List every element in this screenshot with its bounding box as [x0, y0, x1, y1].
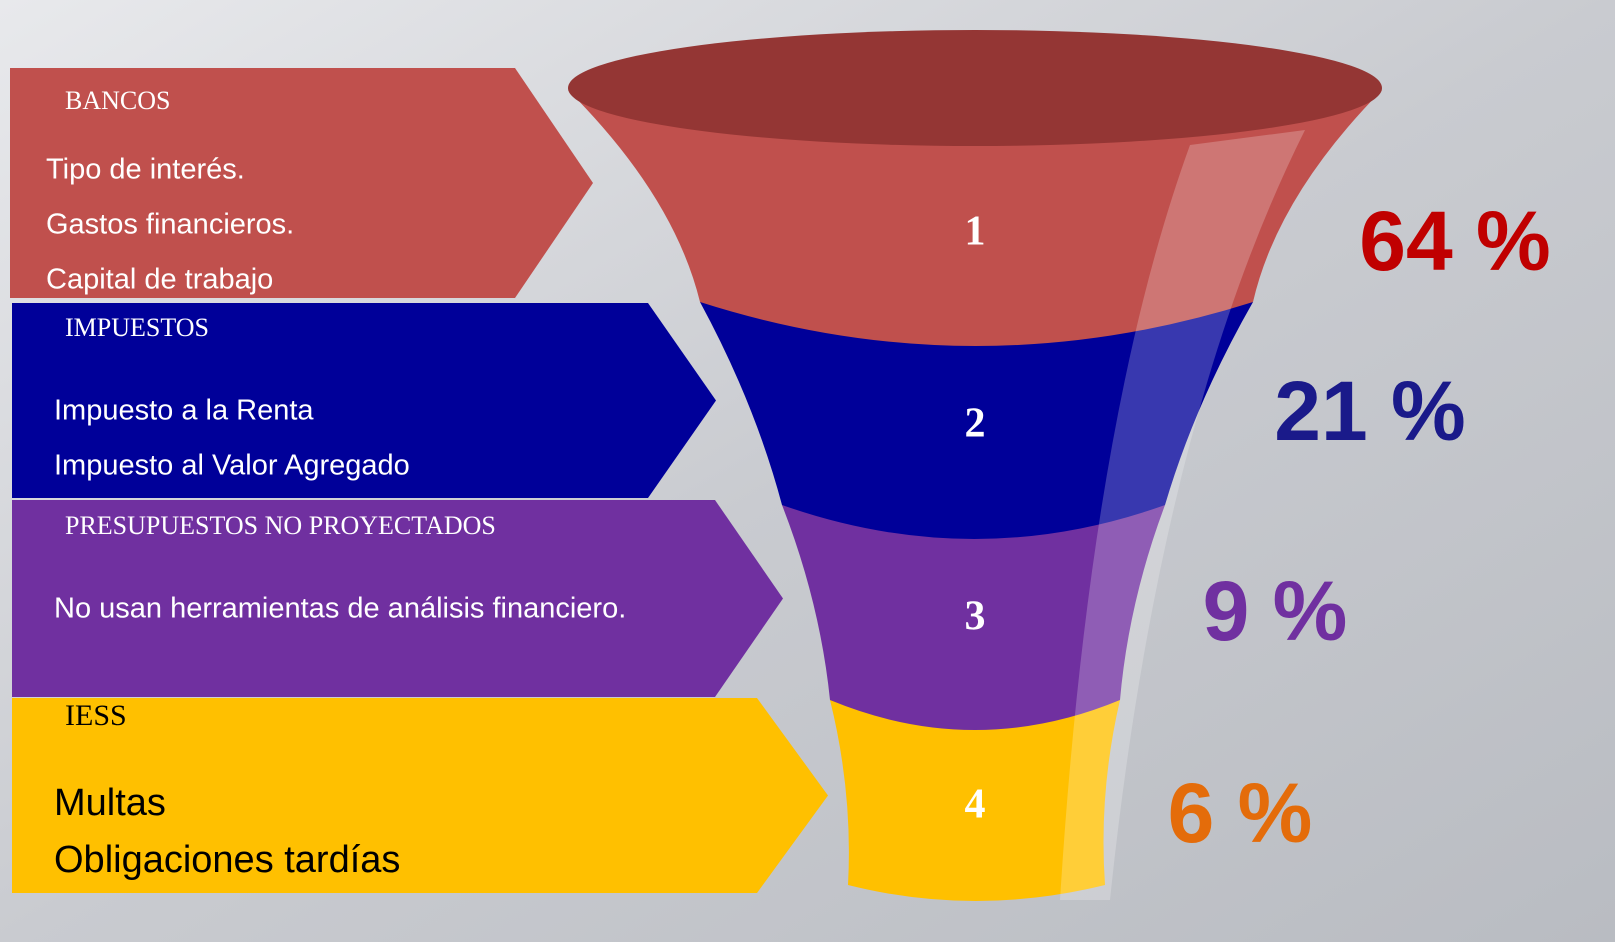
stage-number: 4 — [965, 782, 986, 828]
stage-item: Multas — [54, 782, 166, 824]
funnel-top — [568, 30, 1382, 146]
stage-percent: 21 % — [1274, 364, 1465, 458]
stage-item: Gastos financieros. — [46, 209, 294, 241]
stage-number: 1 — [965, 209, 986, 255]
stage-title: PRESUPUESTOS NO PROYECTADOS — [65, 511, 496, 540]
stage-title: IESS — [65, 699, 127, 732]
stage-percent: 6 % — [1168, 766, 1313, 860]
stage-item: Impuesto al Valor Agregado — [54, 450, 410, 482]
stage-percent: 9 % — [1203, 564, 1348, 658]
stage-number: 3 — [965, 594, 986, 640]
stage-item: Obligaciones tardías — [54, 839, 400, 881]
stage-number: 2 — [965, 401, 986, 447]
stage-title: BANCOS — [65, 86, 170, 115]
stage-item: No usan herramientas de análisis financi… — [54, 593, 626, 625]
infographic: BANCOS Tipo de interés. Gastos financieros… — [0, 0, 1615, 942]
stage-title: IMPUESTOS — [65, 313, 209, 342]
stage-item: Tipo de interés. — [46, 154, 245, 186]
stage-item: Capital de trabajo — [46, 264, 273, 296]
stage-item: Impuesto a la Renta — [54, 395, 314, 427]
stage-percent: 64 % — [1359, 194, 1550, 288]
